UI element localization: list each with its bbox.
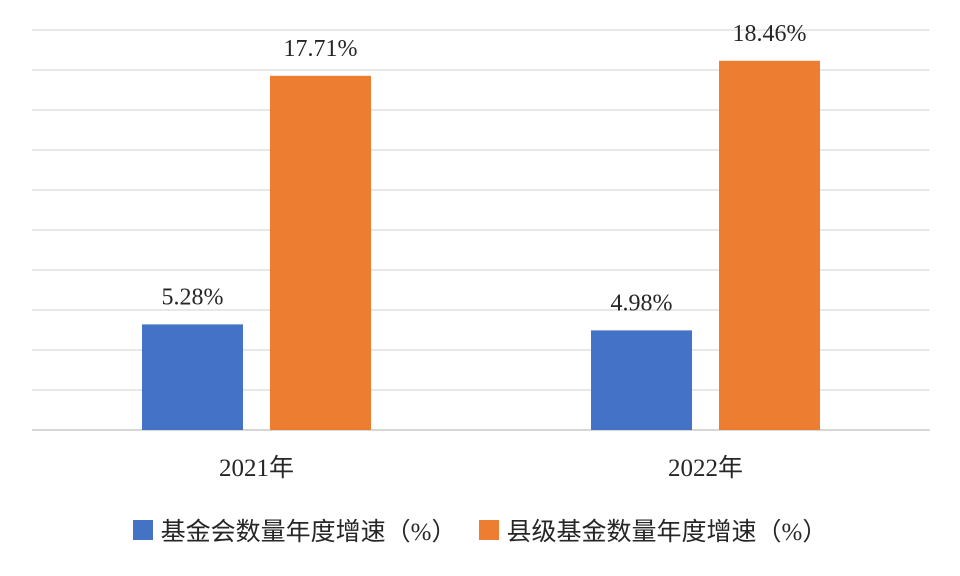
legend: 基金会数量年度增速（%） 县级基金数量年度增速（%） (0, 512, 960, 548)
bar-1-2 (591, 330, 692, 430)
legend-swatch-series-2 (478, 520, 499, 540)
data-label-1-2: 4.98% (611, 290, 673, 316)
data-label-1-1: 5.28% (162, 284, 224, 310)
legend-label-series-1: 基金会数量年度增速（%） (160, 519, 457, 546)
data-label-2-2: 18.46% (733, 21, 807, 47)
legend-item-series-2: 县级基金数量年度增速（%） (478, 512, 828, 548)
x-tick-label-1: 2021年 (219, 454, 294, 482)
data-label-2-1: 17.71% (284, 36, 358, 62)
legend-label-series-2: 县级基金数量年度增速（%） (506, 519, 828, 546)
bar-2-1 (270, 75, 371, 431)
bar-1-1 (142, 324, 243, 430)
bar-2-2 (719, 60, 820, 431)
x-tick-label-2: 2022年 (668, 454, 743, 482)
bar-chart-plot: 5.28% 17.71% 2021年 4.98% 18.46% 2022年 (32, 21, 930, 482)
legend-swatch-series-1 (132, 520, 153, 540)
legend-item-series-1: 基金会数量年度增速（%） (132, 512, 457, 548)
